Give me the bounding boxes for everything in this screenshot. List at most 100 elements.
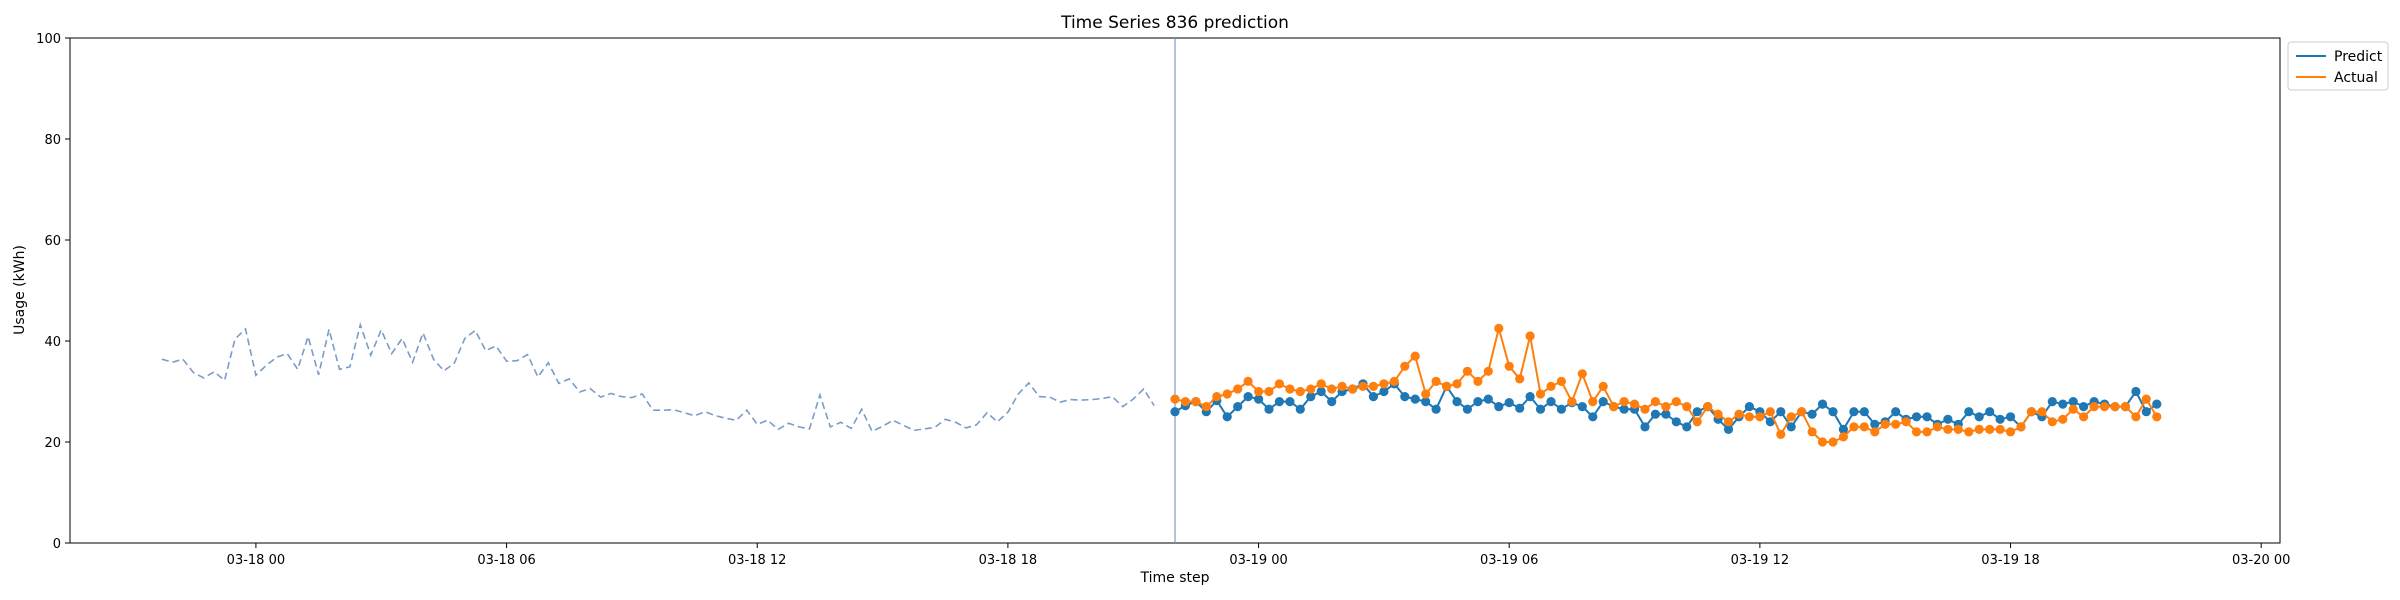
predict-point bbox=[1671, 417, 1681, 427]
actual-point bbox=[1254, 386, 1264, 397]
actual-point bbox=[1932, 422, 1942, 432]
predict-point bbox=[1285, 397, 1295, 407]
actual-point bbox=[2005, 427, 2016, 437]
actual-point bbox=[1515, 374, 1525, 384]
predict-point bbox=[1546, 397, 1556, 407]
actual-point bbox=[1348, 384, 1358, 394]
predict-point bbox=[1911, 412, 1922, 422]
x-tick-label: 03-19 18 bbox=[1981, 553, 2039, 568]
actual-point bbox=[1180, 397, 1190, 407]
predict-point bbox=[1274, 397, 1284, 407]
predict-point bbox=[2047, 397, 2057, 407]
actual-point bbox=[1535, 389, 1546, 399]
actual-point bbox=[1368, 381, 1378, 391]
actual-point bbox=[1588, 397, 1598, 407]
predict-point bbox=[1828, 407, 1838, 417]
predict-point bbox=[1368, 392, 1378, 402]
predict-point bbox=[1870, 419, 1880, 429]
predict-point bbox=[2152, 399, 2162, 409]
actual-point bbox=[1483, 366, 1493, 376]
actual-point bbox=[1191, 397, 1201, 407]
actual-point bbox=[1901, 417, 1911, 427]
predict-point bbox=[1723, 424, 1734, 434]
y-tick-label: 40 bbox=[44, 335, 61, 350]
actual-point bbox=[1807, 427, 1817, 437]
predict-point bbox=[1233, 402, 1243, 412]
actual-point bbox=[1577, 369, 1587, 379]
actual-point bbox=[2141, 394, 2151, 404]
predict-point bbox=[1661, 409, 1671, 419]
predict-point bbox=[1922, 412, 1932, 422]
actual-point bbox=[1661, 402, 1671, 412]
actual-point bbox=[1306, 384, 1316, 394]
actual-point bbox=[1274, 379, 1284, 389]
actual-point bbox=[1431, 376, 1441, 386]
y-tick-label: 0 bbox=[53, 537, 61, 552]
actual-point bbox=[2068, 404, 2078, 414]
actual-point bbox=[1452, 379, 1462, 389]
actual-point bbox=[1671, 397, 1681, 407]
predict-point bbox=[1316, 386, 1326, 397]
actual-point bbox=[1849, 422, 1859, 432]
predict-point bbox=[1410, 394, 1420, 404]
predict-point bbox=[1577, 402, 1587, 412]
actual-point bbox=[1285, 384, 1295, 394]
actual-point bbox=[1953, 424, 1963, 434]
actual-point bbox=[1327, 384, 1337, 394]
actual-point bbox=[1828, 437, 1838, 447]
actual-point bbox=[1776, 429, 1786, 439]
predict-point bbox=[1964, 407, 1974, 417]
predict-point bbox=[1494, 402, 1504, 412]
actual-point bbox=[2016, 422, 2026, 432]
actual-point bbox=[2131, 412, 2141, 422]
series-layer bbox=[161, 38, 2162, 543]
actual-point bbox=[1692, 417, 1702, 427]
actual-point bbox=[1243, 376, 1253, 386]
predict-point bbox=[1431, 404, 1441, 414]
actual-point bbox=[1504, 361, 1514, 371]
predict-point bbox=[1379, 386, 1389, 397]
predict-point bbox=[1995, 414, 2005, 424]
predict-point bbox=[1776, 407, 1786, 417]
actual-point bbox=[2089, 402, 2099, 412]
actual-point bbox=[1379, 379, 1389, 389]
actual-point bbox=[1744, 412, 1754, 422]
actual-point bbox=[1389, 376, 1399, 386]
actual-point bbox=[1765, 407, 1775, 417]
actual-point bbox=[1525, 331, 1535, 341]
actual-point bbox=[2099, 402, 2110, 412]
y-axis: 0 20 40 60 80 100 bbox=[36, 32, 70, 552]
actual-point bbox=[1358, 381, 1368, 391]
actual-point bbox=[1891, 419, 1901, 429]
actual-point bbox=[1922, 427, 1932, 437]
predict-point bbox=[1692, 407, 1702, 417]
predict-point bbox=[1640, 422, 1650, 432]
predict-point bbox=[1254, 394, 1264, 404]
predict-point bbox=[1421, 397, 1431, 407]
actual-point bbox=[1494, 323, 1504, 333]
actual-point bbox=[1985, 424, 1995, 434]
actual-point bbox=[1859, 422, 1869, 432]
y-tick-label: 60 bbox=[44, 234, 61, 249]
actual-point bbox=[2026, 407, 2036, 417]
actual-point bbox=[1703, 402, 1713, 412]
x-tick-label: 03-20 00 bbox=[2232, 553, 2290, 568]
actual-point bbox=[1974, 424, 1984, 434]
actual-point bbox=[1640, 404, 1650, 414]
predict-point bbox=[1504, 398, 1514, 408]
actual-point bbox=[1755, 412, 1765, 422]
predict-point bbox=[1243, 392, 1253, 402]
predict-point bbox=[1807, 409, 1817, 419]
actual-point bbox=[1337, 381, 1347, 391]
x-tick-label: 03-19 12 bbox=[1731, 553, 1789, 568]
predict-point bbox=[1264, 404, 1274, 414]
predict-point bbox=[1682, 422, 1692, 432]
actual-point bbox=[1723, 417, 1734, 427]
actual-point bbox=[1734, 409, 1744, 419]
predict-point bbox=[1786, 422, 1796, 432]
actual-point bbox=[1442, 381, 1452, 391]
predict-point bbox=[1588, 412, 1598, 422]
actual-point bbox=[1400, 361, 1410, 371]
predict-point bbox=[1400, 392, 1410, 402]
predict-point bbox=[1483, 394, 1493, 404]
